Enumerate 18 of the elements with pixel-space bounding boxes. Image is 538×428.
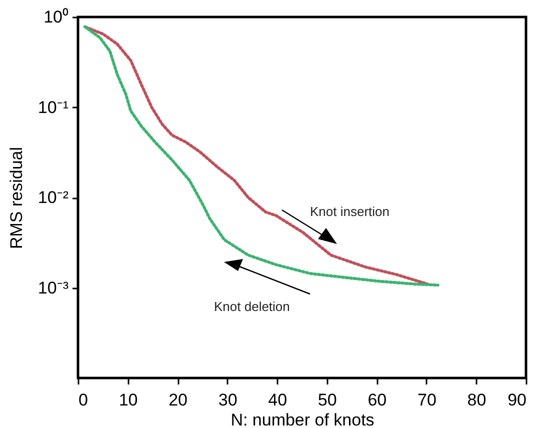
x-tick-label: 50 — [318, 390, 337, 410]
y-tick-label: 10⁻¹ — [38, 98, 69, 117]
x-axis-title: N: number of knots — [230, 410, 374, 428]
x-tick-label: 20 — [168, 390, 188, 410]
y-tick-label: 10⁻³ — [38, 278, 69, 298]
x-tick-label: 40 — [268, 390, 288, 410]
x-tick-label: 0 — [78, 390, 88, 410]
annotation: Knot insertion — [310, 204, 390, 219]
y-tick-label: 10⁻² — [38, 188, 69, 207]
annotation: Knot deletion — [214, 299, 290, 314]
y-axis-title: RMS residual — [6, 146, 26, 250]
x-tick-label: 60 — [368, 390, 387, 410]
x-tick-label: 80 — [467, 390, 486, 410]
y-tick-label: 10⁰ — [44, 8, 68, 26]
x-tick-label: 10 — [118, 390, 138, 410]
x-tick-label: 70 — [417, 390, 436, 410]
x-tick-label: 30 — [218, 390, 238, 410]
x-tick-label: 90 — [508, 390, 526, 410]
